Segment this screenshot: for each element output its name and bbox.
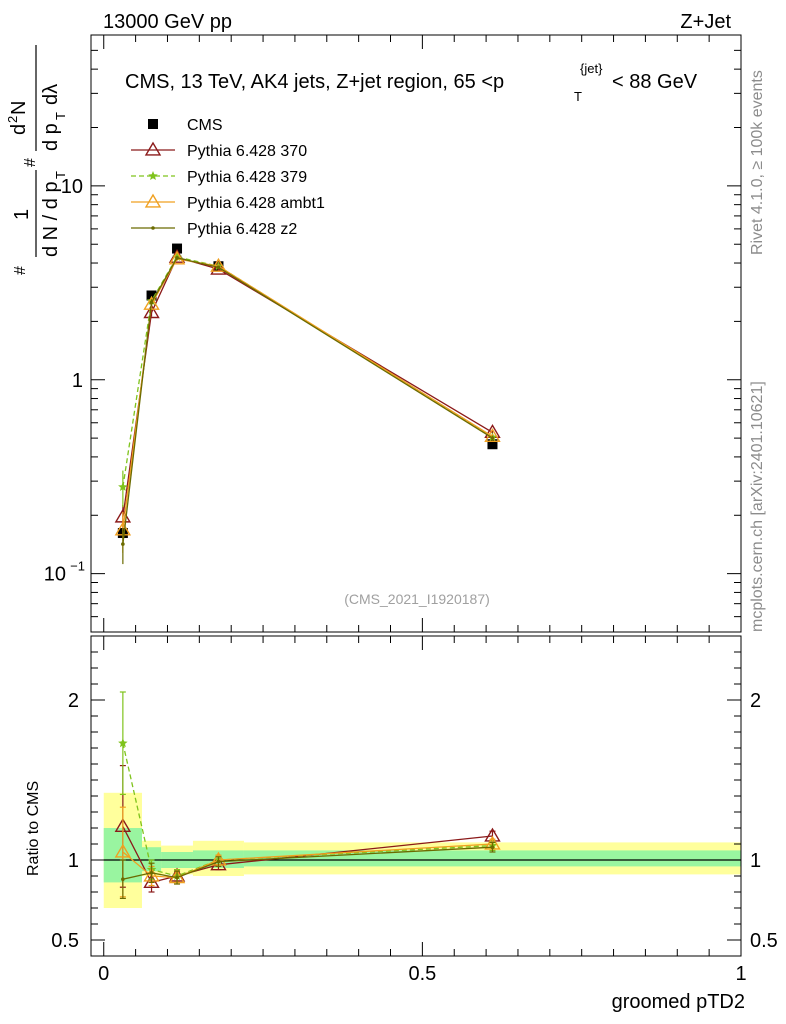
ratio-y-tick-label-right: 2 bbox=[750, 690, 761, 712]
y-title-exp-2: 2 bbox=[5, 116, 20, 123]
plot-title-sup: {jet} bbox=[580, 61, 603, 76]
header-energy-label: 13000 GeV pp bbox=[103, 11, 232, 33]
ratio-series-z2 bbox=[119, 841, 496, 900]
y-tick-label: 10 bbox=[61, 176, 83, 198]
series-line-z2 bbox=[122, 257, 493, 545]
legend-item-p379: Pythia 6.428 379 bbox=[131, 169, 307, 186]
series-line-p370 bbox=[122, 256, 493, 518]
ratio-point-z2 bbox=[216, 859, 221, 864]
uncertainty-band-inner bbox=[141, 847, 162, 872]
analysis-watermark: (CMS_2021_I1920187) bbox=[344, 591, 490, 607]
y-title-sub-t-2: T bbox=[53, 112, 68, 120]
ratio-y-tick-label-left: 1 bbox=[68, 850, 79, 872]
series-line-ambt1 bbox=[122, 258, 493, 531]
legend-label-cms: CMS bbox=[187, 117, 223, 134]
x-tick-label: 0.5 bbox=[408, 963, 436, 985]
ratio-y-tick-label-left: 0.5 bbox=[51, 930, 79, 952]
uncertainty-band-inner bbox=[243, 850, 742, 867]
ratio-y-axis-title: Ratio to CMS bbox=[25, 781, 42, 876]
x-tick-label: 0 bbox=[98, 963, 109, 985]
y-title-dpt: d p bbox=[40, 123, 62, 151]
header-process-label: Z+Jet bbox=[680, 11, 731, 33]
plot-title-pre: CMS, 13 TeV, AK4 jets, Z+jet region, 65 … bbox=[125, 71, 504, 93]
main-data-layer bbox=[114, 243, 501, 565]
data-point-cms bbox=[172, 243, 183, 254]
ratio-y-tick-label-right: 0.5 bbox=[750, 930, 778, 952]
y-title-dlambda: dλ bbox=[40, 84, 62, 105]
data-point-z2 bbox=[121, 542, 125, 546]
ratio-axes-layer: 0.5 0.51 12 20 0.5 1 bbox=[51, 635, 778, 985]
plot-title-sub: T bbox=[574, 89, 582, 104]
ratio-data-layer bbox=[114, 691, 501, 900]
legend-marker-ambt1 bbox=[144, 193, 162, 208]
y-title-one: 1 bbox=[11, 209, 33, 220]
legend-label-p370: Pythia 6.428 370 bbox=[187, 143, 307, 160]
y-title-d: d bbox=[8, 124, 30, 135]
legend-item-cms: CMS bbox=[148, 117, 223, 134]
data-point-p370 bbox=[143, 304, 160, 319]
data-point-z2 bbox=[149, 300, 154, 305]
legend-item-ambt1: Pythia 6.428 ambt1 bbox=[131, 193, 325, 212]
ratio-y-tick-label-left: 2 bbox=[68, 690, 79, 712]
y-title-dn-dpt: d N / d p bbox=[40, 181, 62, 257]
plot-title-post: < 88 GeV bbox=[612, 71, 698, 93]
y-title-sub-t-1: T bbox=[53, 171, 68, 179]
data-point-z2 bbox=[490, 436, 495, 440]
ratio-point-z2 bbox=[121, 877, 125, 881]
legend-marker-p370 bbox=[144, 141, 162, 156]
y-tick-label-exponent: −1 bbox=[70, 559, 85, 574]
legend-label-ambt1: Pythia 6.428 ambt1 bbox=[187, 195, 325, 212]
y-tick-label: 10 bbox=[44, 564, 66, 586]
series-p370 bbox=[114, 248, 501, 531]
series-p379 bbox=[118, 251, 498, 508]
ratio-frame bbox=[90, 635, 742, 957]
legend-marker-p379 bbox=[148, 171, 158, 180]
data-point-p379 bbox=[118, 481, 128, 491]
data-point-ambt1 bbox=[210, 257, 227, 272]
series-line-p379 bbox=[122, 256, 493, 487]
ratio-point-z2 bbox=[175, 875, 179, 880]
x-tick-label: 1 bbox=[735, 963, 746, 985]
data-point-ambt1 bbox=[143, 295, 160, 310]
rivet-label: Rivet 4.1.0, ≥ 100k events bbox=[749, 70, 766, 255]
legend-marker-z2 bbox=[151, 226, 155, 230]
y-title-n: N bbox=[8, 101, 30, 115]
main-frame bbox=[90, 34, 742, 633]
series-z2 bbox=[121, 255, 495, 565]
y-title-hash-1: # bbox=[12, 266, 29, 275]
main-y-axis-title: # 1 d N / d p T # d 2 N d p T dλ bbox=[5, 45, 68, 275]
data-point-ambt1 bbox=[168, 250, 186, 265]
data-point-cms bbox=[146, 290, 157, 301]
ratio-point-p379 bbox=[118, 738, 128, 748]
legend: CMS Pythia 6.428 370 Pythia 6.428 379 Pythi… bbox=[131, 117, 325, 238]
legend-marker-cms bbox=[148, 119, 158, 129]
ratio-point-p370 bbox=[210, 856, 227, 871]
x-axis-title: groomed pTD2 bbox=[612, 991, 745, 1013]
data-point-z2 bbox=[175, 256, 179, 260]
y-tick-label: 1 bbox=[72, 370, 83, 392]
ratio-point-z2 bbox=[490, 845, 495, 849]
y-title-hash-2: # bbox=[22, 158, 39, 167]
data-point-cms bbox=[487, 439, 498, 450]
legend-label-z2: Pythia 6.428 z2 bbox=[187, 221, 297, 238]
ratio-plot-panel: 0.5 0.51 12 20 0.5 1 bbox=[51, 635, 778, 985]
legend-item-p370: Pythia 6.428 370 bbox=[131, 141, 307, 160]
main-axes-layer: 10 −1 1 10 bbox=[44, 34, 742, 633]
data-point-z2 bbox=[216, 265, 221, 270]
mcplots-label: mcplots.cern.ch [arXiv:2401.10621] bbox=[749, 381, 766, 632]
ratio-point-ambt1 bbox=[114, 843, 132, 858]
ratio-point-z2 bbox=[149, 871, 154, 875]
legend-item-z2: Pythia 6.428 z2 bbox=[131, 221, 297, 238]
main-plot-panel: 10 −1 1 10 CMS, 13 TeV, AK4 jets, Z+jet reg… bbox=[44, 34, 742, 633]
legend-label-p379: Pythia 6.428 379 bbox=[187, 169, 307, 186]
ratio-y-tick-label-right: 1 bbox=[750, 850, 761, 872]
